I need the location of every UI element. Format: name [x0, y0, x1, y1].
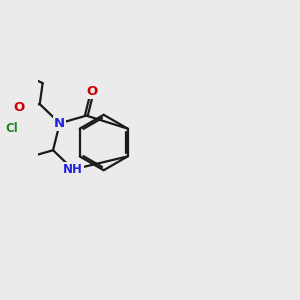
Text: O: O	[87, 85, 98, 98]
Text: Cl: Cl	[6, 122, 18, 134]
Text: O: O	[13, 101, 25, 114]
Text: N: N	[54, 117, 65, 130]
Text: NH: NH	[63, 163, 83, 176]
